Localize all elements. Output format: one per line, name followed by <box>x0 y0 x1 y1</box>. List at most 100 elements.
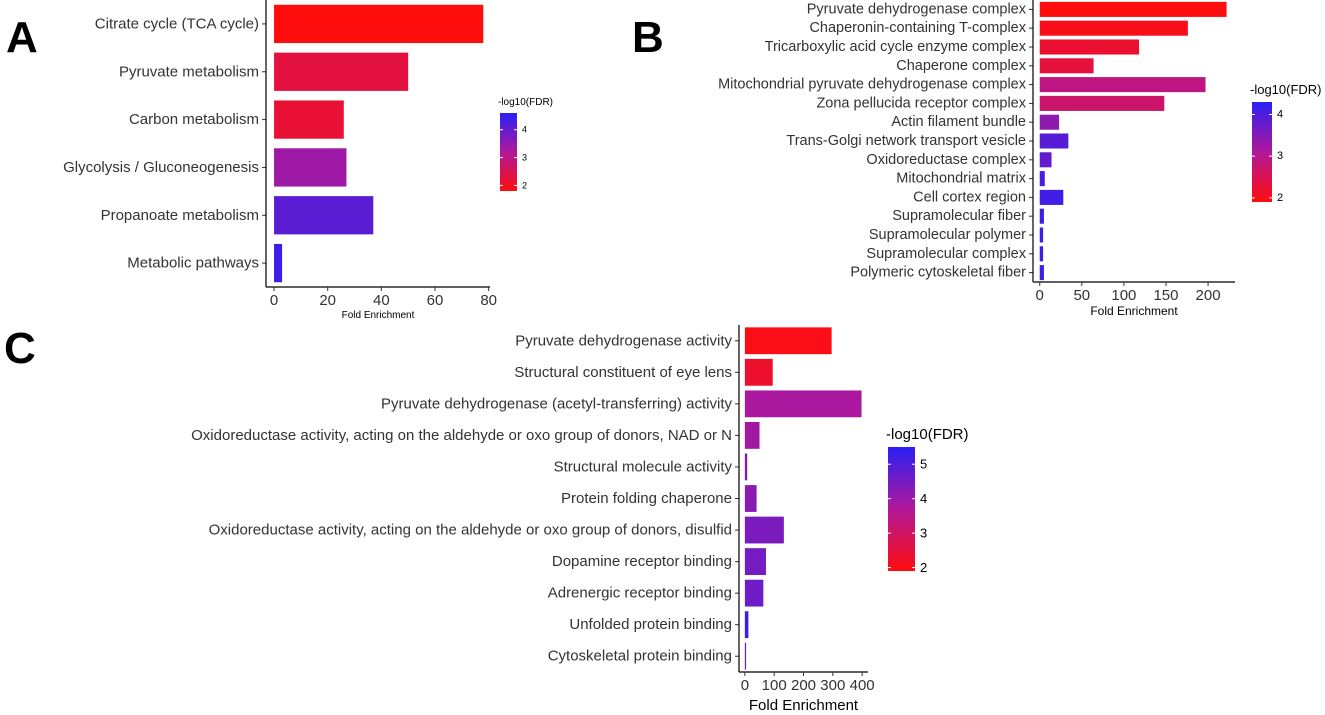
panel-b-bar-4 <box>1039 58 1094 74</box>
panel-c-bar-2 <box>744 358 773 386</box>
panel-a-bar-3 <box>274 100 344 139</box>
panel-b-bar-15 <box>1039 265 1044 281</box>
panel-c-legend-tick-label-2: 3 <box>920 526 927 541</box>
panel-c-bar-9 <box>744 579 764 607</box>
panel-b-category-label-4: Chaperone complex <box>896 58 1027 74</box>
panel-c-bar-3 <box>744 390 862 418</box>
panel-b-x-tick-label-2: 50 <box>1073 287 1090 304</box>
panel-b-category-label-6: Zona pellucida receptor complex <box>816 95 1026 111</box>
panel-a-bar-4 <box>274 148 347 187</box>
panel-c-x-tick-label-2: 100 <box>762 677 787 694</box>
panel-c-bar-11 <box>744 642 747 670</box>
panel-c-x-tick-label-1: 0 <box>741 677 749 694</box>
panel-a-legend-title: -log10(FDR) <box>498 97 553 108</box>
panel-c-x-axis-title: Fold Enrichment <box>749 697 859 714</box>
panel-b-category-label-2: Chaperonin-containing T-complex <box>809 20 1026 36</box>
panel-c-category-label-2: Structural constituent of eye lens <box>514 364 732 381</box>
panel-c-category-label-11: Cytoskeletal protein binding <box>548 648 732 665</box>
panel-a-legend-colorbar <box>500 113 517 191</box>
panel-c-legend-tick-label-1: 2 <box>920 560 927 575</box>
panel-c-category-label-4: Oxidoreductase activity, acting on the a… <box>191 427 732 444</box>
chart-panel-a: Citrate cycle (TCA cycle) Pyruvate metabo… <box>63 0 553 321</box>
panel-b-bar-7 <box>1039 114 1060 130</box>
panel-c-category-label-1: Pyruvate dehydrogenase activity <box>515 332 732 349</box>
panel-c-legend-tick-label-4: 5 <box>920 457 927 472</box>
panel-b-category-label-10: Mitochondrial matrix <box>896 171 1026 187</box>
panel-b-bar-1 <box>1039 1 1227 17</box>
panel-label-c: C <box>4 324 36 373</box>
panel-c-bar-10 <box>744 611 749 639</box>
panel-c-category-label-3: Pyruvate dehydrogenase (acetyl-transferr… <box>381 395 732 412</box>
chart-panel-b: Pyruvate dehydrogenase complex Chaperonin… <box>718 0 1322 318</box>
panel-a-x-tick-label-1: 0 <box>270 292 278 309</box>
panel-b-category-label-1: Pyruvate dehydrogenase complex <box>807 1 1027 17</box>
panel-a-x-axis-title: Fold Enrichment <box>342 310 415 321</box>
panel-a-category-label-4: Glycolysis / Gluconeogenesis <box>63 159 259 176</box>
panel-c-legend-tick-label-3: 4 <box>920 491 927 506</box>
panel-b-legend-colorbar <box>1252 102 1272 202</box>
panel-b-category-label-8: Trans-Golgi network transport vesicle <box>786 133 1026 149</box>
panel-c-legend-colorbar <box>888 447 915 571</box>
panel-b-bar-8 <box>1039 133 1069 149</box>
panel-c-bar-1 <box>744 327 832 355</box>
panel-a-x-tick-label-2: 20 <box>319 292 336 309</box>
panel-c-bar-4 <box>744 422 760 449</box>
panel-b-bar-14 <box>1039 246 1044 262</box>
panel-a-x-tick-label-4: 60 <box>427 292 444 309</box>
panel-a-bar-1 <box>274 4 484 44</box>
panel-c-bar-6 <box>744 485 757 512</box>
panel-b-category-label-14: Supramolecular complex <box>866 246 1026 262</box>
panel-label-a: A <box>6 13 38 62</box>
panel-b-category-label-13: Supramolecular polymer <box>869 227 1026 243</box>
panel-c-category-label-9: Adrenergic receptor binding <box>548 585 732 602</box>
panel-a-x-tick-label-3: 40 <box>373 292 390 309</box>
panel-c-bar-5 <box>744 453 748 481</box>
panel-a-bar-6 <box>274 243 283 283</box>
panel-b-x-axis-title: Fold Enrichment <box>1090 304 1178 318</box>
panel-a-x-tick-label-5: 80 <box>480 292 497 309</box>
panel-a-category-label-6: Metabolic pathways <box>127 255 259 272</box>
panel-c-bar-8 <box>744 548 766 575</box>
chart-panel-c: Pyruvate dehydrogenase activity Structura… <box>191 325 969 714</box>
panel-a-legend-tick-label-2: 3 <box>522 153 527 163</box>
panel-c-x-tick-label-4: 300 <box>820 677 845 694</box>
panel-b-category-label-3: Tricarboxylic acid cycle enzyme complex <box>765 39 1027 55</box>
panel-b-bar-3 <box>1039 39 1140 55</box>
panel-c-x-tick-label-5: 400 <box>850 677 875 694</box>
panel-b-bar-11 <box>1039 189 1064 205</box>
panel-a-category-label-5: Propanoate metabolism <box>101 207 259 224</box>
panel-b-bar-2 <box>1039 20 1188 36</box>
panel-c-category-label-8: Dopamine receptor binding <box>552 553 732 570</box>
panel-c-legend-title: -log10(FDR) <box>886 426 969 443</box>
panel-c-category-label-6: Protein folding chaperone <box>561 490 732 507</box>
panel-b-bar-5 <box>1039 77 1206 93</box>
panel-b-category-label-11: Cell cortex region <box>913 189 1026 205</box>
panel-c-x-tick-label-3: 200 <box>791 677 816 694</box>
panel-b-bar-10 <box>1039 171 1045 187</box>
panel-b-category-label-12: Supramolecular fiber <box>892 208 1026 224</box>
panel-b-bar-12 <box>1039 208 1044 224</box>
panel-b-x-tick-label-5: 200 <box>1196 287 1221 304</box>
panel-a-legend-tick-label-3: 4 <box>522 125 527 135</box>
panel-b-category-label-9: Oxidoreductase complex <box>866 152 1026 168</box>
panel-a-category-label-1: Citrate cycle (TCA cycle) <box>95 15 259 32</box>
panel-b-legend-tick-label-1: 2 <box>1277 192 1283 204</box>
panel-a-bar-5 <box>274 196 374 235</box>
panel-a-bar-2 <box>274 52 409 91</box>
panel-b-legend-tick-label-2: 3 <box>1277 150 1283 162</box>
panel-b-category-label-15: Polymeric cytoskeletal fiber <box>850 265 1026 281</box>
panel-b-bar-9 <box>1039 152 1052 168</box>
panel-label-b: B <box>632 13 664 62</box>
panel-b-category-label-5: Mitochondrial pyruvate dehydrogenase com… <box>718 77 1027 93</box>
panel-c-category-label-5: Structural molecule activity <box>554 458 733 475</box>
panel-a-category-label-3: Carbon metabolism <box>129 111 259 128</box>
panel-c-bar-7 <box>744 516 784 544</box>
panel-b-category-label-7: Actin filament bundle <box>891 114 1026 130</box>
panel-b-legend-title: -log10(FDR) <box>1250 82 1322 97</box>
panel-c-category-label-10: Unfolded protein binding <box>569 616 732 633</box>
panel-a-legend-tick-label-1: 2 <box>522 180 527 190</box>
panel-b-legend-tick-label-3: 4 <box>1277 109 1283 121</box>
panel-b-x-tick-label-3: 100 <box>1111 287 1136 304</box>
panel-b-x-tick-label-1: 0 <box>1036 287 1044 304</box>
